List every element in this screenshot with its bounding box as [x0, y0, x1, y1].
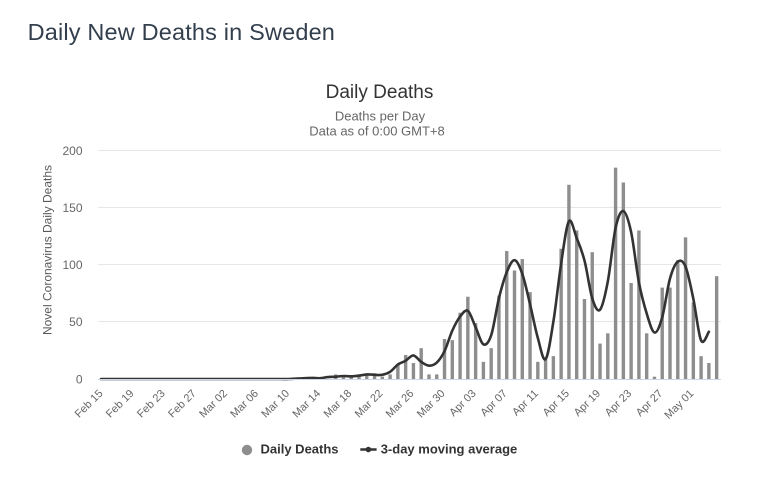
svg-text:Novel Coronavirus Daily Deaths: Novel Coronavirus Daily Deaths: [41, 165, 55, 335]
svg-text:Deaths per Day: Deaths per Day: [335, 109, 426, 124]
svg-text:200: 200: [62, 144, 82, 158]
svg-text:50: 50: [69, 315, 83, 329]
svg-text:150: 150: [62, 201, 82, 215]
svg-text:3-day moving average: 3-day moving average: [381, 442, 518, 457]
svg-text:Daily Deaths: Daily Deaths: [326, 82, 434, 103]
svg-text:Data as of 0:00 GMT+8: Data as of 0:00 GMT+8: [309, 124, 444, 139]
svg-text:Daily Deaths: Daily Deaths: [261, 442, 339, 457]
svg-text:Daily New Deaths in Sweden: Daily New Deaths in Sweden: [28, 19, 335, 45]
svg-text:100: 100: [62, 258, 82, 272]
svg-text:0: 0: [76, 372, 83, 386]
